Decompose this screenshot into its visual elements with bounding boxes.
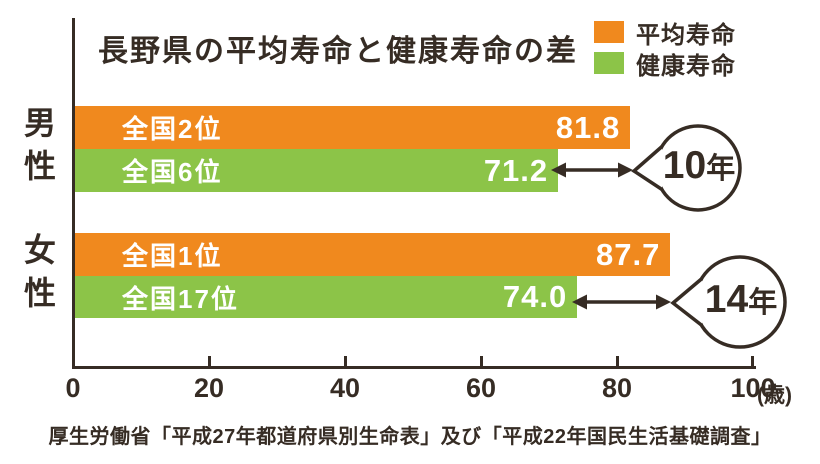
bar-value-label: 71.2	[483, 152, 549, 188]
x-tick-label: 100	[730, 373, 776, 403]
legend: 平均寿命 健康寿命	[594, 19, 736, 81]
x-axis-tick	[616, 356, 619, 366]
legend-item-healthy: 健康寿命	[594, 50, 736, 80]
x-tick-label: 60	[465, 373, 497, 403]
category-label-female: 女性	[20, 233, 56, 319]
legend-label-average: 平均寿命	[636, 21, 736, 49]
bar-male-average: 全国2位 81.8	[74, 106, 631, 149]
legend-swatch-healthy-icon	[594, 52, 624, 74]
bar-female-healthy: 全国17位 74.0	[74, 276, 578, 318]
legend-item-average: 平均寿命	[594, 19, 736, 49]
bar-male-healthy: 全国6位 71.2	[74, 149, 559, 192]
y-axis-line	[72, 18, 75, 369]
bar-rank-label: 全国1位	[122, 241, 223, 271]
category-label-male: 男性	[20, 106, 56, 192]
x-tick-label: 80	[601, 373, 633, 403]
difference-value-female: 14 年	[699, 278, 783, 326]
bar-value-label: 87.7	[596, 236, 661, 272]
bar-rank-label: 全国2位	[122, 114, 223, 144]
x-tick-label: 0	[65, 373, 81, 403]
bar-rank-label: 全国17位	[122, 283, 239, 314]
difference-annotation-male	[548, 118, 748, 218]
x-tick-label: 40	[329, 373, 361, 403]
difference-unit: 年	[748, 287, 778, 319]
source-citation: 厚生労働省「平成27年都道府県別生命表」及び「平成22年国民生活基礎調査」	[48, 426, 772, 448]
x-axis-tick	[208, 356, 211, 366]
difference-number: 14	[704, 278, 749, 321]
difference-annotation-female	[565, 248, 805, 358]
chart-title: 長野県の平均寿命と健康寿命の差	[98, 35, 578, 68]
x-axis-tick	[480, 356, 483, 366]
difference-value-male: 10 年	[658, 144, 740, 192]
difference-number: 10	[662, 144, 707, 187]
legend-swatch-average-icon	[594, 21, 624, 43]
x-axis-tick	[751, 356, 754, 366]
x-axis-unit-label: (歳)	[757, 384, 792, 407]
legend-label-healthy: 健康寿命	[636, 52, 736, 80]
bar-value-label: 74.0	[502, 279, 568, 314]
difference-arrow-bubble-male-icon	[551, 124, 742, 212]
bar-rank-label: 全国6位	[122, 157, 223, 187]
bar-value-label: 81.8	[555, 109, 621, 145]
x-tick-label: 20	[193, 373, 225, 403]
bar-female-average: 全国1位 87.7	[74, 233, 671, 276]
difference-unit: 年	[706, 153, 736, 185]
x-axis-line	[72, 366, 756, 369]
x-axis-tick	[344, 356, 347, 366]
difference-arrow-bubble-female-icon	[572, 255, 787, 349]
